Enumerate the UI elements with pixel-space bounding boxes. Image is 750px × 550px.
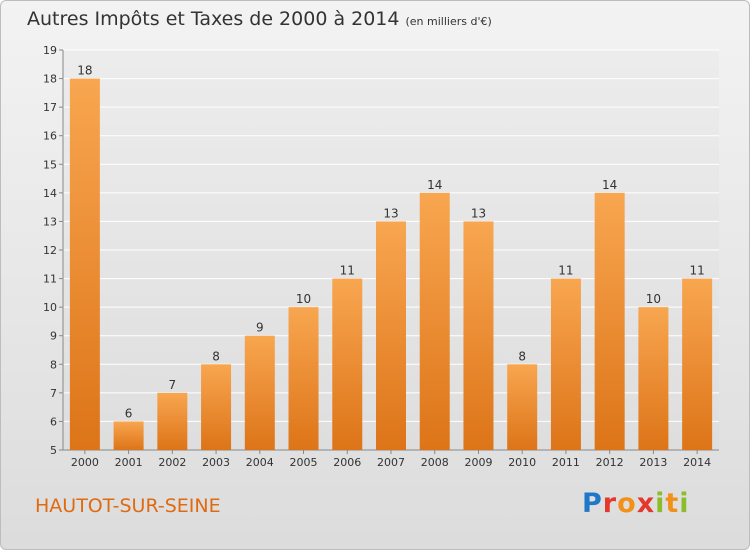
logo-letter: i — [655, 488, 666, 519]
y-tick-label: 15 — [43, 158, 57, 171]
bar — [376, 221, 406, 450]
x-tick-label: 2013 — [639, 456, 667, 469]
x-tick-label: 2004 — [246, 456, 274, 469]
data-label: 11 — [558, 264, 573, 278]
x-tick-label: 2000 — [71, 456, 99, 469]
logo-letter: x — [636, 488, 656, 519]
bar — [288, 307, 319, 450]
bar — [69, 78, 100, 451]
x-tick-label: 2007 — [377, 456, 405, 469]
bar — [682, 278, 713, 450]
y-tick-label: 11 — [43, 273, 57, 286]
data-label: 9 — [256, 321, 264, 335]
bar — [332, 278, 363, 450]
data-label: 10 — [296, 292, 311, 306]
data-label: 10 — [646, 292, 661, 306]
chart-title-text: Autres Impôts et Taxes de 2000 à 2014 — [27, 8, 400, 30]
bar — [507, 364, 538, 450]
data-label: 11 — [689, 264, 704, 278]
y-tick-label: 10 — [43, 301, 57, 314]
chart-subtitle: (en milliers d'€) — [405, 15, 492, 28]
proxiti-logo: Proxiti — [582, 488, 690, 519]
logo-letter: P — [582, 488, 603, 519]
y-tick-label: 18 — [43, 73, 57, 86]
data-label: 8 — [212, 349, 220, 363]
y-tick-label: 9 — [50, 330, 57, 343]
bar — [638, 307, 669, 450]
bar — [113, 421, 144, 450]
x-tick-label: 2012 — [596, 456, 624, 469]
logo-letter: i — [679, 488, 690, 519]
bar — [244, 335, 275, 450]
y-tick-label: 16 — [43, 130, 57, 143]
data-label: 14 — [427, 178, 442, 192]
y-tick-label: 7 — [50, 387, 57, 400]
y-tick-label: 19 — [43, 44, 57, 57]
x-tick-label: 2002 — [158, 456, 186, 469]
y-tick-label: 13 — [43, 215, 57, 228]
x-tick-label: 2008 — [421, 456, 449, 469]
bar — [419, 192, 450, 450]
bar — [550, 278, 581, 450]
logo-letter: t — [665, 488, 680, 519]
bar — [157, 392, 188, 450]
x-tick-label: 2001 — [115, 456, 143, 469]
y-tick-label: 8 — [50, 358, 57, 371]
logo-letter: r — [602, 488, 618, 519]
data-label: 8 — [518, 349, 526, 363]
x-tick-label: 2014 — [683, 456, 711, 469]
y-tick-label: 14 — [43, 187, 57, 200]
data-label: 11 — [340, 264, 355, 278]
bar — [594, 192, 625, 450]
data-label: 6 — [125, 406, 133, 420]
x-tick-label: 2010 — [508, 456, 536, 469]
y-tick-label: 5 — [50, 444, 57, 457]
data-label: 14 — [602, 178, 617, 192]
x-tick-label: 2005 — [290, 456, 318, 469]
bar — [463, 221, 494, 450]
y-tick-label: 6 — [50, 415, 57, 428]
data-label: 13 — [383, 206, 398, 220]
data-label: 13 — [471, 206, 486, 220]
x-tick-label: 2009 — [464, 456, 492, 469]
x-tick-label: 2011 — [552, 456, 580, 469]
y-tick-label: 12 — [43, 244, 57, 257]
data-label: 7 — [169, 378, 177, 392]
logo-letter: o — [617, 488, 637, 519]
x-tick-label: 2006 — [333, 456, 361, 469]
chart-title: Autres Impôts et Taxes de 2000 à 2014 (en… — [27, 8, 492, 30]
commune-name: HAUTOT-SUR-SEINE — [35, 495, 221, 517]
x-tick-label: 2003 — [202, 456, 230, 469]
bar — [201, 364, 232, 450]
y-tick-label: 17 — [43, 101, 57, 114]
data-label: 18 — [77, 64, 92, 78]
